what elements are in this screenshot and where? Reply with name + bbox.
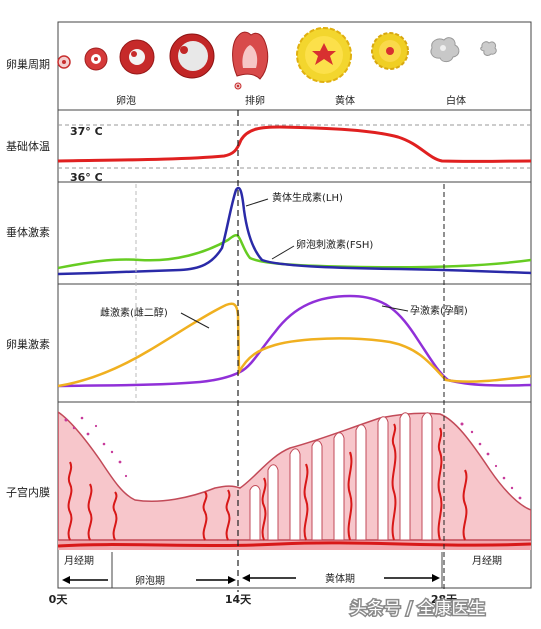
corpus-luteum-small-icon — [371, 32, 409, 70]
follicular-phase-label: 卵泡期 — [135, 574, 165, 587]
ovary-cycle-illustrations — [57, 27, 497, 90]
corpus-luteum-large-icon — [296, 27, 352, 83]
follicle-1-icon — [57, 55, 71, 69]
progesterone-pointer-line — [381, 305, 409, 312]
corpus-albicans-large-icon — [430, 37, 460, 63]
luteal-phase-label: 黄体期 — [325, 572, 355, 585]
stage-label-ovulation: 排卵 — [245, 94, 265, 107]
estrogen-label: 雌激素(雌二醇) — [100, 306, 168, 319]
ovarian-hormone-chart — [58, 294, 531, 388]
row-label-ovary-cycle: 卵巢周期 — [6, 58, 50, 71]
follicle-4-icon — [169, 33, 215, 79]
shedding-debris — [64, 416, 522, 500]
day-label-28: 28天 — [431, 593, 458, 606]
watermark-text: 头条号 / 全康医生 — [350, 599, 486, 619]
endometrium-illustration — [58, 411, 531, 550]
luteal-phase-arrow — [242, 574, 440, 582]
temp-label-37: 37° C — [70, 125, 103, 138]
lh-pointer-line — [245, 198, 269, 207]
fsh-curve — [58, 233, 531, 270]
menses-start-label: 月经期 — [64, 554, 94, 567]
basal-vessel — [58, 541, 531, 548]
pituitary-hormone-chart — [58, 186, 531, 276]
row-label-pituitary: 垂体激素 — [6, 225, 50, 239]
stage-label-follicle: 卵泡 — [116, 94, 136, 107]
lh-curve — [58, 186, 531, 276]
basal-temp-line — [57, 125, 532, 163]
basal-temp-panel — [57, 109, 532, 183]
row-label-basal-temp: 基础体温 — [6, 139, 50, 153]
lh-label: 黄体生成素(LH) — [272, 191, 343, 204]
follicular-phase-arrow — [62, 576, 236, 584]
day-label-0: 0天 — [49, 593, 69, 606]
follicle-2-icon — [84, 47, 108, 71]
fsh-label: 卵泡刺激素(FSH) — [296, 238, 373, 251]
ovulation-follicle-icon — [232, 31, 269, 90]
basal-temp-chart: 37° C 36° C — [57, 124, 532, 184]
day-label-14: 14天 — [225, 593, 252, 606]
stage-label-corpus-luteum: 黄体 — [335, 94, 355, 107]
spiral-arteries — [67, 423, 468, 541]
temp-label-36: 36° C — [70, 171, 103, 184]
row-label-ovarian: 卵巢激素 — [6, 337, 50, 351]
corpus-albicans-small-icon — [480, 41, 497, 56]
fsh-pointer-line — [271, 245, 295, 260]
endometrium-glands — [249, 412, 433, 541]
stage-label-corpus-albicans: 白体 — [446, 94, 466, 107]
follicle-3-icon — [119, 39, 155, 75]
estrogen-pointer-line — [180, 312, 210, 329]
estrogen-curve — [58, 302, 531, 388]
progesterone-label: 孕激素(孕酮) — [410, 304, 468, 317]
row-label-endometrium: 子宫内膜 — [6, 485, 50, 499]
menses-end-label: 月经期 — [472, 554, 502, 567]
